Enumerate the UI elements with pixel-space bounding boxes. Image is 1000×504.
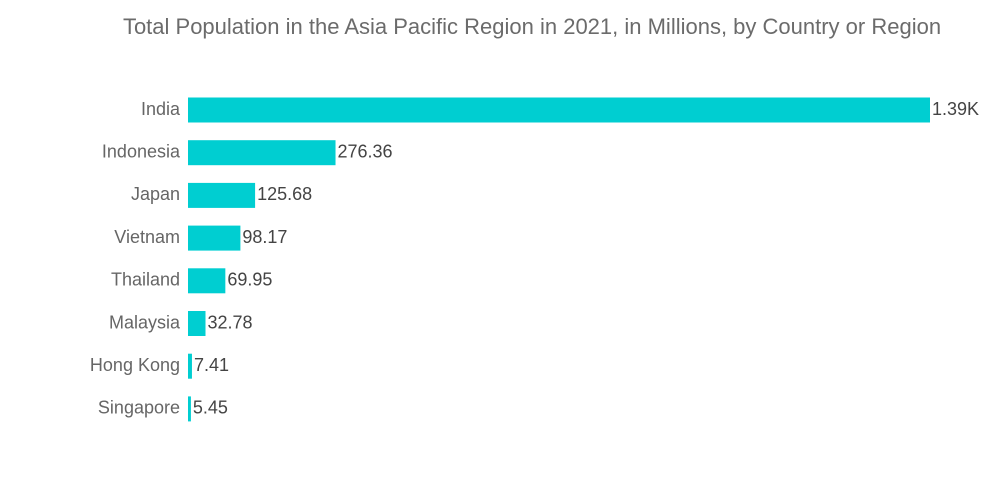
value-label-hong-kong: 7.41: [194, 355, 229, 375]
chart-title: Total Population in the Asia Pacific Reg…: [122, 14, 942, 39]
category-label-vietnam: Vietnam: [114, 227, 180, 247]
category-label-hong-kong: Hong Kong: [90, 355, 180, 375]
category-label-thailand: Thailand: [111, 270, 180, 290]
bar-thailand: [188, 268, 226, 294]
category-label-japan: Japan: [131, 184, 180, 204]
category-label-malaysia: Malaysia: [109, 312, 181, 332]
bar-vietnam: [188, 225, 241, 251]
bar-malaysia: [188, 311, 206, 336]
value-label-vietnam: 98.17: [242, 227, 287, 247]
value-label-singapore: 5.45: [193, 398, 228, 418]
value-label-indonesia: 276.36: [338, 141, 393, 161]
category-label-india: India: [141, 99, 181, 119]
value-label-malaysia: 32.78: [207, 312, 252, 332]
bar-singapore: [188, 396, 191, 422]
value-label-japan: 125.68: [257, 184, 312, 204]
bar-indonesia: [188, 140, 336, 166]
category-label-singapore: Singapore: [98, 398, 180, 418]
bar-hong-kong: [188, 353, 192, 379]
bar-japan: [188, 182, 256, 208]
value-label-thailand: 69.95: [227, 270, 272, 290]
category-label-indonesia: Indonesia: [102, 141, 181, 161]
bar-india: [188, 97, 930, 123]
value-label-india: 1.39K: [932, 99, 979, 119]
